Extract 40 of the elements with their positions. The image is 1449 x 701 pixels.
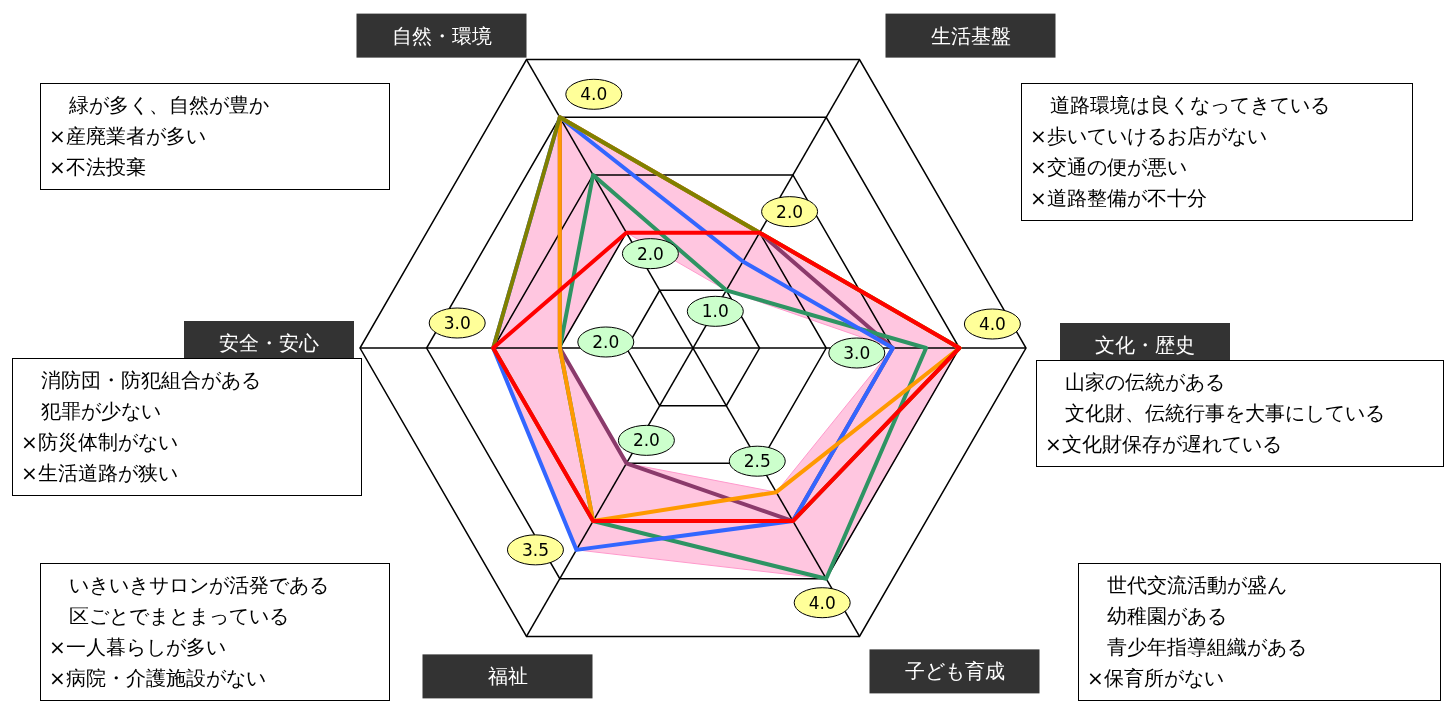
text: ×不法投棄	[49, 154, 147, 181]
text: 4.0	[580, 84, 608, 105]
text: 犯罪が少ない	[40, 398, 162, 425]
text: 世代交流活動が盛ん	[1106, 572, 1288, 599]
text: ×保育所がない	[1087, 665, 1225, 692]
text: ×病院・介護施設がない	[49, 665, 267, 692]
text: ×産廃業者が多い	[49, 123, 207, 150]
spoke-label: 文化・歴史	[1095, 333, 1195, 357]
text: ×文化財保存が遅れている	[1045, 431, 1283, 458]
text: 文化財、伝統行事を大事にしている	[1064, 400, 1386, 427]
text: 区ごとでまとまっている	[68, 603, 290, 630]
text: 道路環境は良くなってきている	[1049, 92, 1331, 119]
text: 2.0	[632, 430, 660, 451]
text: 緑が多く、自然が豊か	[68, 92, 270, 119]
text: ×歩いていけるお店がない	[1030, 123, 1268, 150]
text: 3.0	[443, 313, 471, 333]
spoke-label: 子ども育成	[904, 659, 1005, 684]
text: ×交通の便が悪い	[1030, 154, 1188, 181]
text: 2.0	[776, 201, 804, 222]
spoke-label: 安全・安心	[219, 331, 319, 355]
text: 青少年指導組織がある	[1106, 634, 1308, 661]
text: 4.0	[978, 314, 1006, 334]
text: 山家の伝統がある	[1064, 369, 1226, 396]
text: ×一人暮らしが多い	[49, 634, 227, 661]
text: 消防団・防犯組合がある	[40, 367, 262, 394]
text: 2.5	[743, 451, 771, 472]
text: 2.0	[592, 332, 620, 352]
text: いきいきサロンが活発である	[68, 572, 330, 599]
text: 2.0	[636, 243, 664, 264]
text: 3.0	[843, 343, 871, 363]
text: ×生活道路が狭い	[21, 460, 179, 487]
spoke-label: 生活基盤	[930, 23, 1011, 48]
text: 3.5	[521, 539, 549, 560]
text: 幼稚園がある	[1106, 603, 1228, 630]
text: 1.0	[701, 301, 729, 322]
text: ×防災体制がない	[21, 429, 179, 456]
text: ×道路整備が不十分	[1030, 185, 1208, 212]
text: 4.0	[808, 592, 836, 613]
spoke-label: 福祉	[487, 664, 528, 689]
spoke-label: 自然・環境	[391, 23, 492, 48]
